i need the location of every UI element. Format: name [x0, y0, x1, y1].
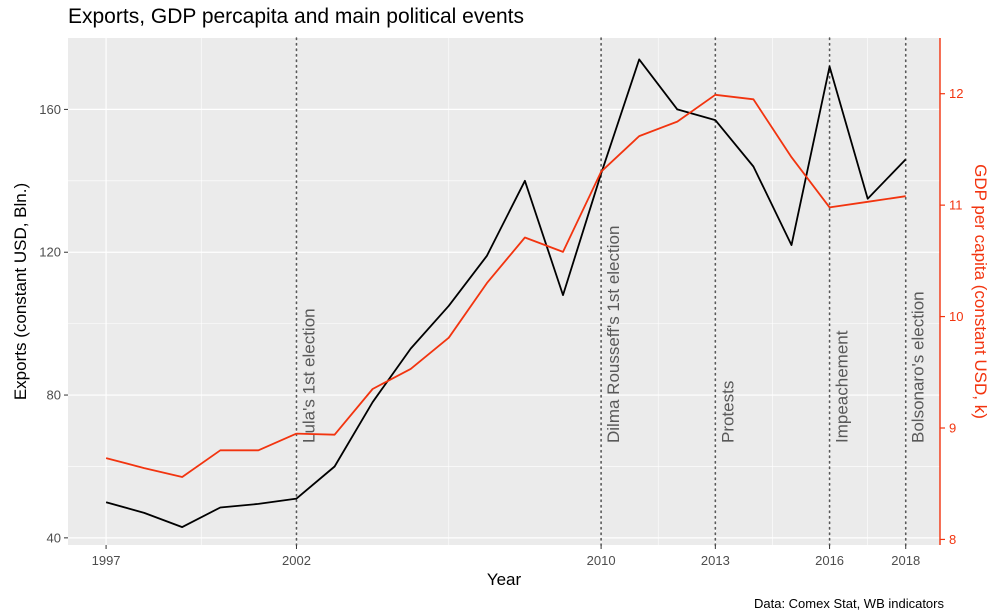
- x-tick-label: 2013: [701, 553, 730, 568]
- y2-tick-label: 11: [949, 198, 963, 213]
- y-axis-title: Exports (constant USD, Bln.): [11, 183, 30, 400]
- x-tick-label: 2016: [815, 553, 844, 568]
- y2-tick-label: 10: [949, 309, 963, 324]
- event-label: Bolsonaro's election: [909, 291, 928, 443]
- y-tick-label: 160: [39, 102, 61, 117]
- event-lines: Lula's 1st election Dilma Rousseff's 1st …: [295, 37, 928, 546]
- gdp-line: [105, 93, 906, 478]
- x-axis-title: Year: [487, 570, 522, 589]
- chart-title: Exports, GDP percapita and main politica…: [68, 5, 524, 28]
- left-axis: 40 80 120 160: [39, 102, 68, 545]
- y2-axis-title: GDP per capita (constant USD, k): [971, 164, 990, 419]
- plot-panel: [68, 38, 940, 545]
- y2-tick-label: 12: [949, 86, 963, 101]
- exports-line: [105, 58, 907, 528]
- x-tick-label: 2018: [891, 553, 920, 568]
- y2-tick-label: 8: [949, 532, 956, 547]
- y2-tick-label: 9: [949, 421, 956, 436]
- event-label: Lula's 1st election: [299, 308, 318, 443]
- x-axis: 1997 2002 2010 2013 2016 2018: [92, 545, 920, 568]
- y-tick-label: 120: [39, 245, 61, 260]
- event-label: Protests: [718, 381, 737, 443]
- grid-minor: [68, 38, 940, 545]
- y-tick-label: 40: [47, 530, 61, 545]
- event-label: Dilma Rousseff's 1st election: [604, 226, 623, 443]
- series-lines: [105, 58, 907, 528]
- x-tick-label: 1997: [92, 553, 121, 568]
- right-axis: 8 9 10 11 12: [939, 38, 963, 547]
- caption: Data: Comex Stat, WB indicators: [754, 596, 945, 611]
- x-tick-label: 2010: [587, 553, 616, 568]
- y-tick-label: 80: [47, 388, 61, 403]
- event-label: Impeachement: [833, 330, 852, 443]
- x-tick-label: 2002: [282, 553, 311, 568]
